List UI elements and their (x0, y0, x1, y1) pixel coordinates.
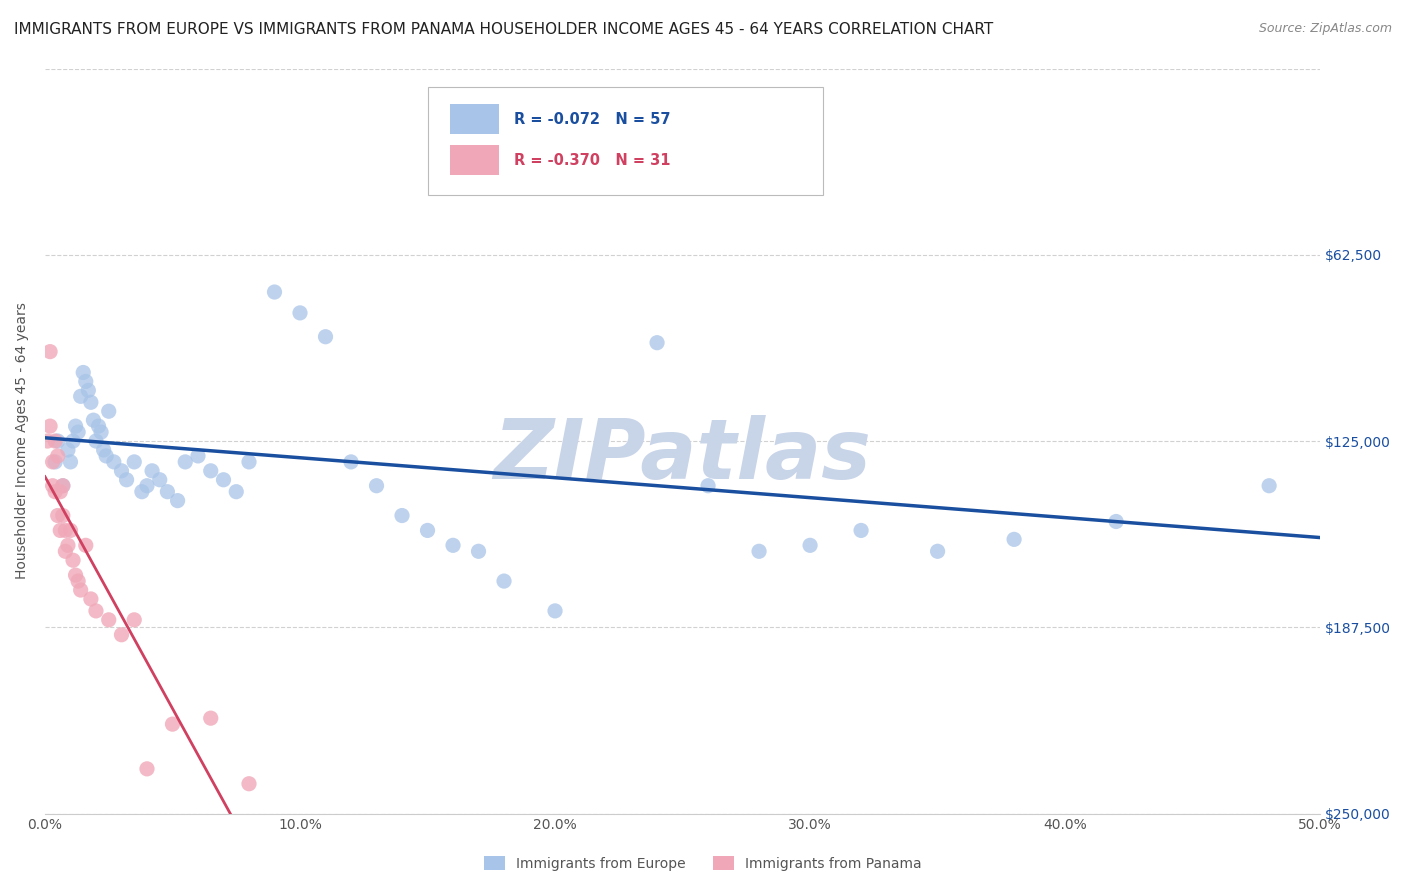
Y-axis label: Householder Income Ages 45 - 64 years: Householder Income Ages 45 - 64 years (15, 302, 30, 580)
Point (238, 777, 260, 791)
Point (149, 473, 172, 487)
Point (441, 538, 464, 552)
Text: ZIPatlas: ZIPatlas (494, 416, 872, 497)
Text: R = -0.072   N = 57: R = -0.072 N = 57 (515, 112, 671, 127)
Point (748, 544, 770, 558)
Point (1105, 515, 1128, 529)
FancyBboxPatch shape (450, 104, 499, 134)
Point (59, 524, 82, 538)
Point (595, 151, 617, 165)
Point (799, 538, 821, 552)
Point (39, 419, 62, 434)
Point (288, 306, 311, 320)
Point (849, 524, 872, 538)
Text: R = -0.370   N = 31: R = -0.370 N = 31 (515, 153, 671, 168)
Point (366, 479, 388, 493)
Point (53, 524, 76, 538)
Point (212, 473, 235, 487)
Point (69, 389, 91, 403)
Point (174, 455, 197, 469)
Point (65, 419, 87, 434)
Point (46, 434, 69, 448)
Point (44, 484, 66, 499)
Point (53, 544, 76, 558)
Point (927, 544, 949, 558)
Point (41, 455, 63, 469)
Point (49, 524, 72, 538)
Point (84, 434, 107, 448)
Point (75, 375, 97, 389)
Point (77, 384, 100, 398)
Point (41, 479, 63, 493)
Point (97, 404, 120, 418)
Point (82, 413, 104, 427)
Point (122, 455, 145, 469)
FancyBboxPatch shape (427, 87, 823, 195)
Point (136, 479, 159, 493)
Point (65, 568, 87, 582)
Point (162, 717, 184, 731)
Point (131, 484, 153, 499)
Point (69, 582, 91, 597)
Point (115, 473, 138, 487)
Point (52, 508, 75, 523)
Point (72, 366, 94, 380)
Legend: Immigrants from Europe, Immigrants from Panama: Immigrants from Europe, Immigrants from … (478, 850, 928, 876)
Point (97, 613, 120, 627)
Point (141, 464, 163, 478)
Point (84, 604, 107, 618)
Point (467, 544, 489, 558)
Point (340, 455, 363, 469)
Point (90, 425, 112, 439)
Point (67, 574, 90, 588)
Point (1258, 479, 1281, 493)
Point (37, 434, 59, 448)
Point (62, 434, 84, 448)
Point (103, 455, 125, 469)
Point (200, 464, 222, 478)
Point (187, 449, 209, 463)
Point (52, 479, 75, 493)
Point (93, 442, 115, 457)
Point (49, 484, 72, 499)
Point (156, 484, 179, 499)
Point (391, 508, 413, 523)
Point (46, 508, 69, 523)
Point (122, 613, 145, 627)
Text: IMMIGRANTS FROM EUROPE VS IMMIGRANTS FROM PANAMA HOUSEHOLDER INCOME AGES 45 - 64: IMMIGRANTS FROM EUROPE VS IMMIGRANTS FRO… (14, 22, 993, 37)
Point (136, 762, 159, 776)
Point (87, 419, 110, 434)
FancyBboxPatch shape (450, 145, 499, 175)
Point (56, 538, 79, 552)
Point (44, 434, 66, 448)
Point (96, 449, 118, 463)
Point (225, 484, 247, 499)
Point (110, 464, 132, 478)
Point (645, 335, 668, 350)
Point (52, 479, 75, 493)
Point (238, 455, 260, 469)
Point (697, 479, 720, 493)
Point (166, 493, 188, 508)
Point (59, 455, 82, 469)
Point (110, 628, 132, 642)
Point (315, 329, 337, 343)
Point (544, 604, 567, 618)
Point (67, 425, 90, 439)
Point (39, 344, 62, 359)
Text: Source: ZipAtlas.com: Source: ZipAtlas.com (1258, 22, 1392, 36)
Point (80, 591, 103, 606)
Point (44, 455, 66, 469)
Point (492, 574, 515, 588)
Point (46, 449, 69, 463)
Point (80, 395, 103, 409)
Point (263, 285, 285, 299)
Point (416, 524, 439, 538)
Point (1002, 533, 1025, 547)
Point (200, 711, 222, 725)
Point (62, 553, 84, 567)
Point (75, 538, 97, 552)
Point (56, 442, 79, 457)
